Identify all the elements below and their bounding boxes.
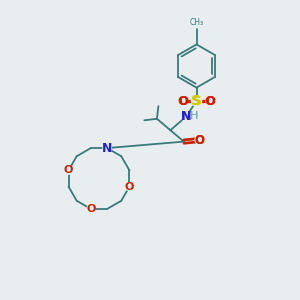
Circle shape	[182, 112, 190, 121]
Text: N: N	[181, 110, 191, 123]
Circle shape	[87, 205, 95, 213]
Text: O: O	[178, 94, 188, 108]
Text: N: N	[102, 142, 112, 154]
Circle shape	[195, 136, 204, 144]
Text: CH₃: CH₃	[189, 18, 204, 27]
Circle shape	[65, 167, 73, 174]
Circle shape	[206, 97, 214, 105]
Circle shape	[103, 144, 111, 152]
Text: O: O	[64, 165, 73, 175]
Text: O: O	[86, 204, 95, 214]
Text: O: O	[125, 182, 134, 192]
Circle shape	[179, 97, 187, 105]
Text: O: O	[205, 94, 215, 108]
Text: O: O	[205, 94, 215, 108]
Circle shape	[182, 112, 190, 121]
Text: O: O	[194, 134, 205, 147]
Circle shape	[195, 136, 204, 144]
Text: N: N	[181, 110, 191, 123]
Text: O: O	[178, 94, 188, 108]
Circle shape	[191, 96, 202, 106]
Text: H: H	[190, 111, 199, 121]
Text: S: S	[192, 94, 201, 108]
Circle shape	[125, 183, 133, 190]
Circle shape	[192, 96, 201, 106]
Text: H: H	[190, 111, 199, 121]
Text: O: O	[194, 134, 205, 147]
Text: S: S	[191, 94, 202, 108]
